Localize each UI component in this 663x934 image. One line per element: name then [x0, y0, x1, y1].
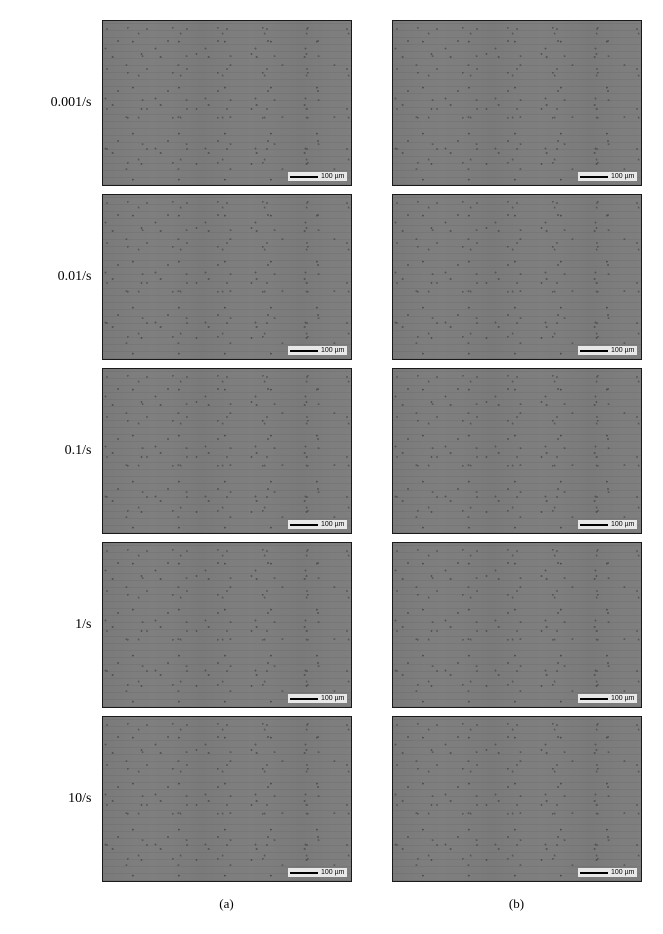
scalebar-line-icon [580, 524, 608, 526]
micrograph-b-4: 100 µm [392, 716, 642, 882]
scalebar-line-icon [580, 350, 608, 352]
micrograph-b-0: 100 µm [392, 20, 642, 186]
scalebar: 100 µm [288, 172, 347, 181]
scalebar: 100 µm [578, 346, 637, 355]
scalebar: 100 µm [578, 868, 637, 877]
scalebar-line-icon [290, 524, 318, 526]
scalebar: 100 µm [578, 520, 637, 529]
scalebar-line-icon [580, 872, 608, 874]
micrograph-a-3: 100 µm [102, 542, 352, 708]
scalebar-text: 100 µm [321, 173, 345, 180]
micrograph-a-2: 100 µm [102, 368, 352, 534]
scalebar-line-icon [290, 698, 318, 700]
scalebar-text: 100 µm [321, 869, 345, 876]
micrograph-a-4: 100 µm [102, 716, 352, 882]
micrograph-b-3: 100 µm [392, 542, 642, 708]
micrograph-b-1: 100 µm [392, 194, 642, 360]
scalebar-text: 100 µm [611, 173, 635, 180]
row-label-1: 0.01/s [22, 269, 102, 285]
scalebar-text: 100 µm [321, 695, 345, 702]
scalebar: 100 µm [578, 694, 637, 703]
scalebar-line-icon [290, 350, 318, 352]
scalebar: 100 µm [288, 694, 347, 703]
scalebar-text: 100 µm [611, 347, 635, 354]
row-label-2: 0.1/s [22, 443, 102, 459]
scalebar-line-icon [580, 176, 608, 178]
scalebar-text: 100 µm [611, 695, 635, 702]
caption-a: (a) [102, 896, 352, 912]
scalebar: 100 µm [578, 172, 637, 181]
scalebar: 100 µm [288, 346, 347, 355]
row-label-0: 0.001/s [22, 95, 102, 111]
caption-b: (b) [392, 896, 642, 912]
scalebar-text: 100 µm [321, 521, 345, 528]
row-label-3: 1/s [22, 617, 102, 633]
micrograph-a-0: 100 µm [102, 20, 352, 186]
scalebar-line-icon [290, 872, 318, 874]
micrograph-a-1: 100 µm [102, 194, 352, 360]
scalebar-text: 100 µm [611, 521, 635, 528]
figure-grid: 0.001/s 100 µm 100 µm 0.01/s 100 µm 100 … [10, 20, 653, 912]
scalebar-line-icon [290, 176, 318, 178]
scalebar-line-icon [580, 698, 608, 700]
scalebar-text: 100 µm [321, 347, 345, 354]
micrograph-b-2: 100 µm [392, 368, 642, 534]
scalebar: 100 µm [288, 868, 347, 877]
row-label-4: 10/s [22, 791, 102, 807]
caption-row: (a) (b) [22, 896, 642, 912]
scalebar: 100 µm [288, 520, 347, 529]
scalebar-text: 100 µm [611, 869, 635, 876]
